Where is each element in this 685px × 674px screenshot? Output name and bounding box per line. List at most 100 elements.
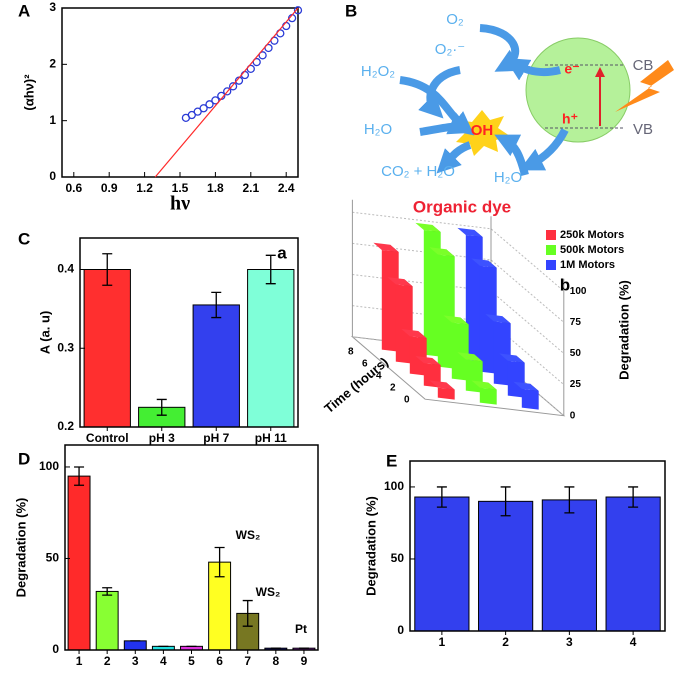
x-tick-label: 4	[376, 371, 382, 382]
x-axis-label: Time (hours)	[321, 354, 391, 416]
x-axis-label: hν	[170, 193, 190, 215]
diagram-label: O₂	[446, 11, 464, 28]
z-tick-label: 100	[570, 286, 587, 297]
bar-top	[401, 329, 427, 339]
data-point	[223, 87, 232, 96]
legend-label: 500k Motors	[560, 244, 624, 256]
x-tick-label: 0	[404, 395, 410, 406]
bar-top	[443, 315, 469, 325]
bar-top	[513, 381, 539, 391]
bar-front	[465, 235, 483, 362]
data-point	[228, 82, 238, 91]
plot-frame	[64, 444, 319, 651]
legend-label: 250k Motors	[560, 229, 624, 241]
arrow	[419, 112, 474, 136]
x-tick-label: 1.5	[172, 181, 189, 195]
bar-3d	[429, 380, 455, 400]
annotation: WS₂	[256, 585, 281, 599]
data-point	[252, 57, 261, 67]
bar	[478, 500, 534, 632]
bar-top	[499, 353, 525, 363]
bar-top	[373, 242, 399, 252]
annotation: Pt	[295, 622, 307, 636]
plot-frame	[409, 460, 666, 632]
error-bar	[102, 587, 113, 596]
bar-front	[521, 388, 539, 410]
x-tick-label: 2	[390, 383, 396, 394]
data-point	[276, 29, 285, 38]
bar-3d	[373, 242, 399, 352]
bar-top	[429, 247, 455, 257]
data-point	[205, 100, 214, 109]
x-tick-label: pH 3	[149, 431, 175, 445]
panel-letter: A	[18, 1, 30, 20]
arrow	[479, 24, 522, 72]
diagram-label: CB	[633, 57, 654, 74]
bar	[67, 475, 91, 651]
bar-front	[493, 321, 511, 386]
x-tick-label: 9	[301, 654, 308, 668]
x-tick-label: 2	[104, 654, 111, 668]
x-tick-label: 8	[272, 654, 279, 668]
bar	[414, 496, 470, 632]
data-point	[258, 51, 267, 60]
error-bar	[265, 254, 276, 285]
arrow	[436, 141, 472, 174]
bar-top	[387, 277, 413, 287]
y-tick-label: 0	[397, 623, 404, 637]
diagram-label: e⁻	[564, 61, 579, 77]
bar-3d	[513, 381, 539, 410]
legend-swatch	[546, 260, 556, 270]
light-bolt	[615, 60, 674, 112]
bar-top	[415, 222, 441, 233]
bar	[83, 269, 131, 428]
bar-top	[457, 227, 483, 238]
error-bar	[436, 486, 447, 508]
data-point	[282, 21, 291, 31]
x-tick-label: 0.9	[101, 181, 118, 195]
panel-letter: C	[18, 229, 30, 248]
bar-front	[507, 360, 525, 398]
y-tick-label: 100	[39, 459, 59, 473]
bar-front	[437, 254, 455, 369]
bar	[192, 304, 240, 428]
bar-top	[471, 380, 497, 390]
bar-front	[409, 336, 427, 376]
annotation: a	[277, 243, 287, 262]
x-tick-label: 5	[188, 654, 195, 668]
bar-top	[485, 314, 511, 324]
y-tick-label: 1	[49, 113, 56, 127]
diagram-label: OH	[471, 122, 494, 139]
error-bar	[628, 486, 639, 508]
bar-front	[451, 322, 469, 381]
y-axis-label: A (a. u)	[37, 311, 52, 355]
bar-front	[479, 387, 497, 405]
x-tick-label: 1	[76, 654, 83, 668]
y-tick-label: 100	[384, 479, 404, 493]
x-tick-label: 2	[502, 635, 509, 649]
data-point	[264, 43, 273, 53]
arrow	[519, 128, 569, 171]
y-tick-label: 0	[52, 642, 59, 656]
diagram-label: VB	[633, 121, 653, 138]
data-point	[240, 70, 250, 80]
y-tick-label: 0.2	[57, 419, 74, 433]
bar-front	[479, 265, 497, 374]
x-tick-label: 1.8	[207, 181, 224, 195]
bar-front	[423, 230, 441, 357]
bar-front	[395, 284, 413, 364]
y-axis-label: (αhν)²	[21, 74, 36, 111]
diagram-caption: Organic dye	[413, 197, 511, 216]
bar	[123, 640, 147, 651]
y-tick-label: 50	[46, 551, 60, 565]
x-tick-label: 1	[439, 635, 446, 649]
diagram-label: H₂O₂	[361, 63, 395, 80]
bar-top	[429, 380, 455, 390]
z-tick-label: 50	[570, 348, 582, 359]
x-tick-label: 2.1	[242, 181, 259, 195]
bar-top	[471, 258, 497, 268]
diagram-label: h⁺	[562, 111, 578, 127]
bar	[95, 590, 119, 651]
error-bar	[211, 291, 222, 319]
